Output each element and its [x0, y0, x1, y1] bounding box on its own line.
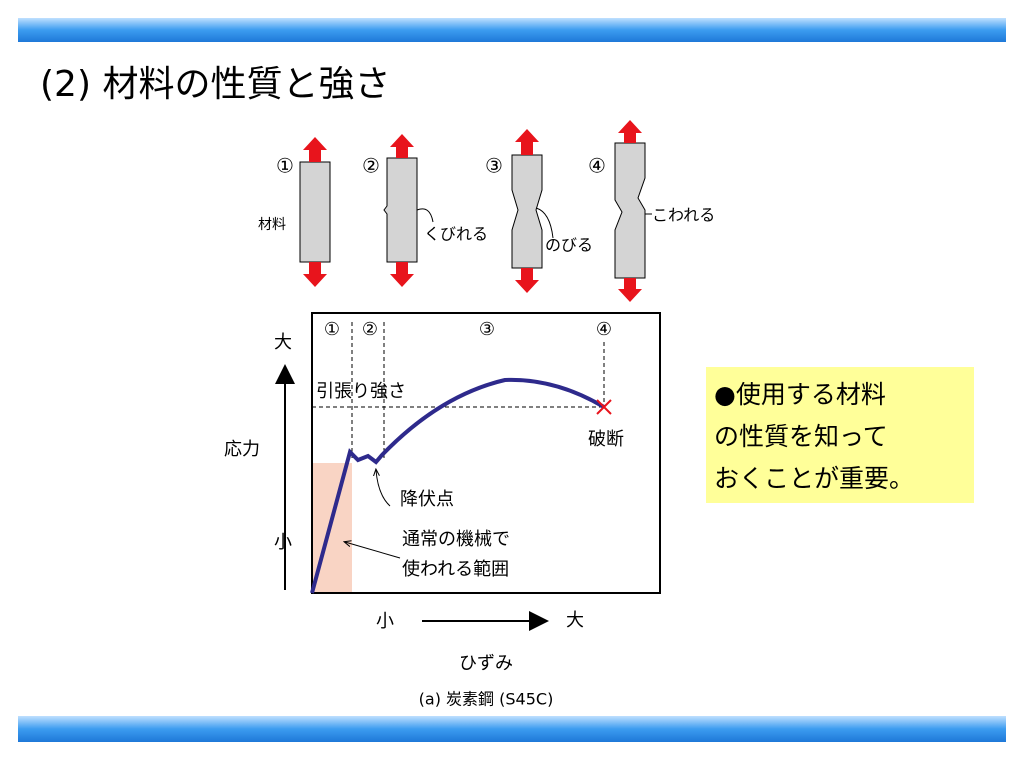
spec-label: のびる: [545, 236, 593, 255]
spec-num: ①: [276, 154, 294, 178]
spec-num: ②: [362, 154, 380, 178]
range-label: 使われる範囲: [402, 559, 509, 580]
x-label: ひずみ: [459, 653, 513, 674]
spec-label: くびれる: [424, 225, 488, 244]
note-line: おくことが重要。: [714, 464, 914, 493]
stage-num: ③: [479, 319, 495, 340]
note-line: の性質を知って: [714, 422, 888, 451]
stage-num: ①: [324, 319, 340, 340]
spec-num: ③: [485, 154, 503, 178]
caption: (a) 炭素鋼 (S45C): [419, 690, 554, 709]
arrows: [303, 120, 642, 302]
stress-curve: [310, 377, 606, 594]
specimens: [299, 142, 646, 279]
x-low: 小: [376, 611, 394, 632]
fracture-mark: [596, 399, 612, 415]
graph-frame: [311, 312, 661, 594]
leaders: [416, 207, 652, 239]
top-bar: [18, 18, 1006, 42]
bottom-bar: [18, 716, 1006, 742]
yield-point: 降伏点: [400, 489, 454, 510]
title: (2) 材料の性質と強さ: [40, 64, 390, 105]
spec-num: ④: [588, 154, 606, 178]
y-high: 大: [274, 332, 292, 353]
y-low: 小: [274, 532, 292, 553]
note-line: ●使用する材料: [714, 380, 886, 409]
spec-label: こわれる: [652, 206, 715, 225]
x-high: 大: [566, 610, 584, 631]
y-label: 応力: [224, 439, 260, 460]
spec-label: 材料: [258, 217, 286, 233]
tensile-strength: 引張り強さ: [316, 381, 406, 402]
note-box: [706, 367, 974, 503]
fracture: 破断: [588, 429, 624, 450]
range-label: 通常の機械で: [402, 529, 510, 550]
stage-num: ④: [596, 319, 612, 340]
graph: [275, 312, 661, 631]
stage-num: ②: [362, 319, 378, 340]
